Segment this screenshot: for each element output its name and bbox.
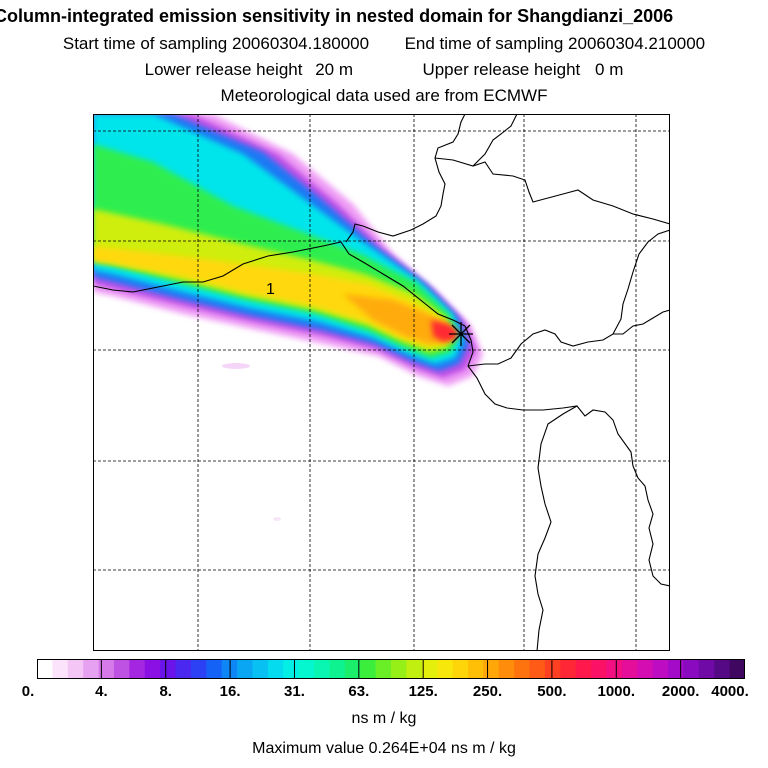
color-swatch	[421, 659, 438, 679]
color-swatch	[37, 659, 53, 679]
color-scale-frame	[37, 659, 745, 679]
color-swatch	[206, 659, 223, 679]
color-scale-tick-label: 2000.	[661, 683, 700, 700]
upper-height-label: Upper release height	[422, 60, 581, 79]
color-scale-tick-label: 500.	[537, 683, 567, 700]
maximum-value-label: Maximum value 0.264E+04 ns m / kg	[252, 740, 516, 757]
color-swatch	[190, 659, 207, 679]
color-swatch	[591, 659, 607, 679]
color-swatch	[483, 659, 500, 679]
color-swatch	[652, 659, 669, 679]
color-swatch	[575, 659, 592, 679]
color-scale-tick-label: 125.	[408, 683, 438, 700]
color-swatch	[683, 659, 700, 679]
color-swatch	[83, 659, 100, 679]
color-swatch	[329, 659, 346, 679]
color-scale-tick-label: 250.	[472, 683, 503, 700]
sampling-time-line: Start time of sampling 20060304.180000 E…	[0, 34, 768, 54]
contour-label: 1	[266, 281, 275, 298]
color-swatch	[668, 659, 684, 679]
unit-label: ns m / kg	[351, 710, 417, 727]
color-swatch	[637, 659, 654, 679]
color-swatch	[160, 659, 177, 679]
asterisk-marker-icon	[449, 322, 473, 346]
color-scale-bar	[37, 659, 745, 679]
border-line	[472, 114, 518, 167]
color-swatch	[237, 659, 253, 679]
color-swatch	[52, 659, 69, 679]
color-scale-tick-label: 4000.	[711, 683, 749, 700]
map-border	[93, 114, 670, 651]
color-swatch	[298, 659, 315, 679]
color-scale-tick-label: 31.	[284, 683, 305, 700]
color-swatch	[544, 659, 561, 679]
color-swatch	[529, 659, 546, 679]
lower-height-label: Lower release height	[144, 60, 303, 79]
sensitivity-map: 1	[93, 114, 670, 651]
start-time-value: 20060304.180000	[232, 34, 370, 53]
color-swatch	[391, 659, 407, 679]
color-swatch	[375, 659, 392, 679]
color-swatch	[714, 659, 731, 679]
color-swatch	[621, 659, 638, 679]
end-time-label: End time of sampling	[404, 34, 564, 53]
lat-lon-grid	[93, 114, 670, 651]
color-swatch	[498, 659, 515, 679]
stray-spot	[273, 517, 281, 521]
color-swatch	[267, 659, 284, 679]
release-height-line: Lower release height 20 m Upper release …	[0, 60, 768, 80]
color-scale-tick-label: 0.	[21, 683, 35, 700]
color-swatch	[452, 659, 469, 679]
color-swatch	[175, 659, 192, 679]
color-scale-tick-label: 4.	[95, 683, 108, 700]
color-swatch	[344, 659, 361, 679]
border-line	[345, 114, 466, 243]
plume-band-yellow	[93, 246, 451, 346]
color-scale-tick-label: 8.	[159, 683, 172, 700]
coastlines	[93, 114, 670, 651]
border-line	[93, 241, 466, 327]
color-swatch	[252, 659, 269, 679]
color-swatch	[560, 659, 577, 679]
color-swatch	[467, 659, 484, 679]
color-swatch	[314, 659, 330, 679]
color-swatch	[67, 659, 84, 679]
color-scale-tick-label: 63.	[348, 683, 370, 700]
border-line	[612, 229, 670, 335]
color-swatch	[283, 659, 300, 679]
color-scale-tick-label: 16.	[219, 683, 241, 700]
border-line	[534, 405, 578, 651]
plume-band-red	[431, 320, 459, 342]
color-swatch	[129, 659, 146, 679]
end-time-value: 20060304.210000	[568, 34, 706, 53]
color-swatch	[606, 659, 623, 679]
color-swatch	[98, 659, 115, 679]
stray-spot	[222, 363, 250, 369]
color-swatch	[113, 659, 130, 679]
border-line	[434, 157, 670, 225]
color-swatch	[144, 659, 161, 679]
color-swatch	[437, 659, 454, 679]
lower-height-value: 20 m	[315, 60, 353, 79]
color-swatch	[514, 659, 531, 679]
color-swatch	[360, 659, 377, 679]
color-swatch	[406, 659, 423, 679]
color-swatch	[698, 659, 715, 679]
meteorological-source: Meteorological data used are from ECMWF	[220, 86, 548, 105]
plume-field	[93, 114, 483, 521]
color-swatch	[729, 659, 745, 679]
plot-title: Column-integrated emission sensitivity i…	[0, 6, 674, 26]
border-line	[467, 309, 670, 367]
plume-band-orange	[343, 294, 453, 344]
start-time-label: Start time of sampling	[62, 34, 228, 53]
border-line	[464, 325, 670, 587]
upper-height-value: 0 m	[595, 60, 624, 79]
color-scale-tick-label: 1000.	[597, 683, 636, 700]
